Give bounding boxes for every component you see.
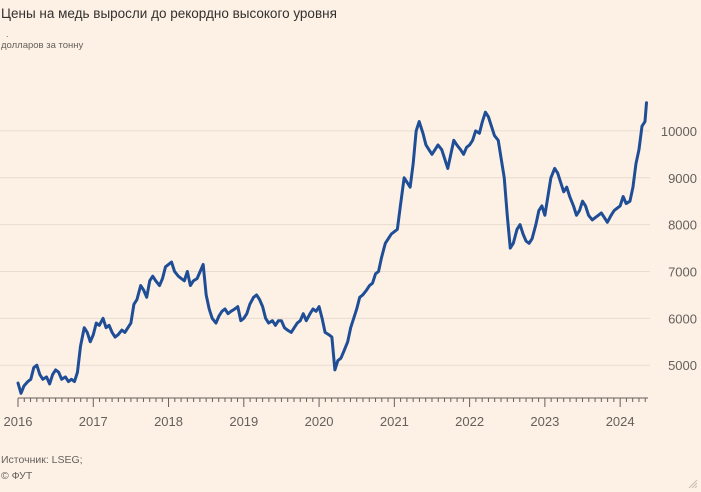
- x-tick-label-2018: 2018: [154, 414, 183, 429]
- y-tick-label-9000: 9000: [668, 171, 697, 186]
- chart-title: Цены на медь выросли до рекордно высоког…: [1, 6, 337, 21]
- x-tick-label-2023: 2023: [530, 414, 559, 429]
- x-tick-label-2019: 2019: [229, 414, 258, 429]
- chart-subtitle: долларов за тонну: [1, 40, 84, 51]
- y-tick-label-7000: 7000: [668, 264, 697, 279]
- series-line-0: [16, 101, 648, 395]
- x-tick-label-2022: 2022: [455, 414, 484, 429]
- resize-grip-icon: [688, 479, 697, 488]
- y-tick-label-10000: 10000: [661, 124, 697, 139]
- x-tick-label-2017: 2017: [79, 414, 108, 429]
- source-note: Источник: LSEG;: [1, 454, 83, 466]
- y-tick-label-6000: 6000: [668, 311, 697, 326]
- x-tick-label-2016: 2016: [4, 414, 33, 429]
- y-tick-label-8000: 8000: [668, 218, 697, 233]
- title-dot: .: [6, 29, 9, 39]
- x-tick-label-2020: 2020: [305, 414, 334, 429]
- x-tick-label-2024: 2024: [606, 414, 635, 429]
- y-tick-label-5000: 5000: [668, 358, 697, 373]
- copyright-note: © ФУТ: [1, 470, 33, 482]
- x-tick-label-2021: 2021: [380, 414, 409, 429]
